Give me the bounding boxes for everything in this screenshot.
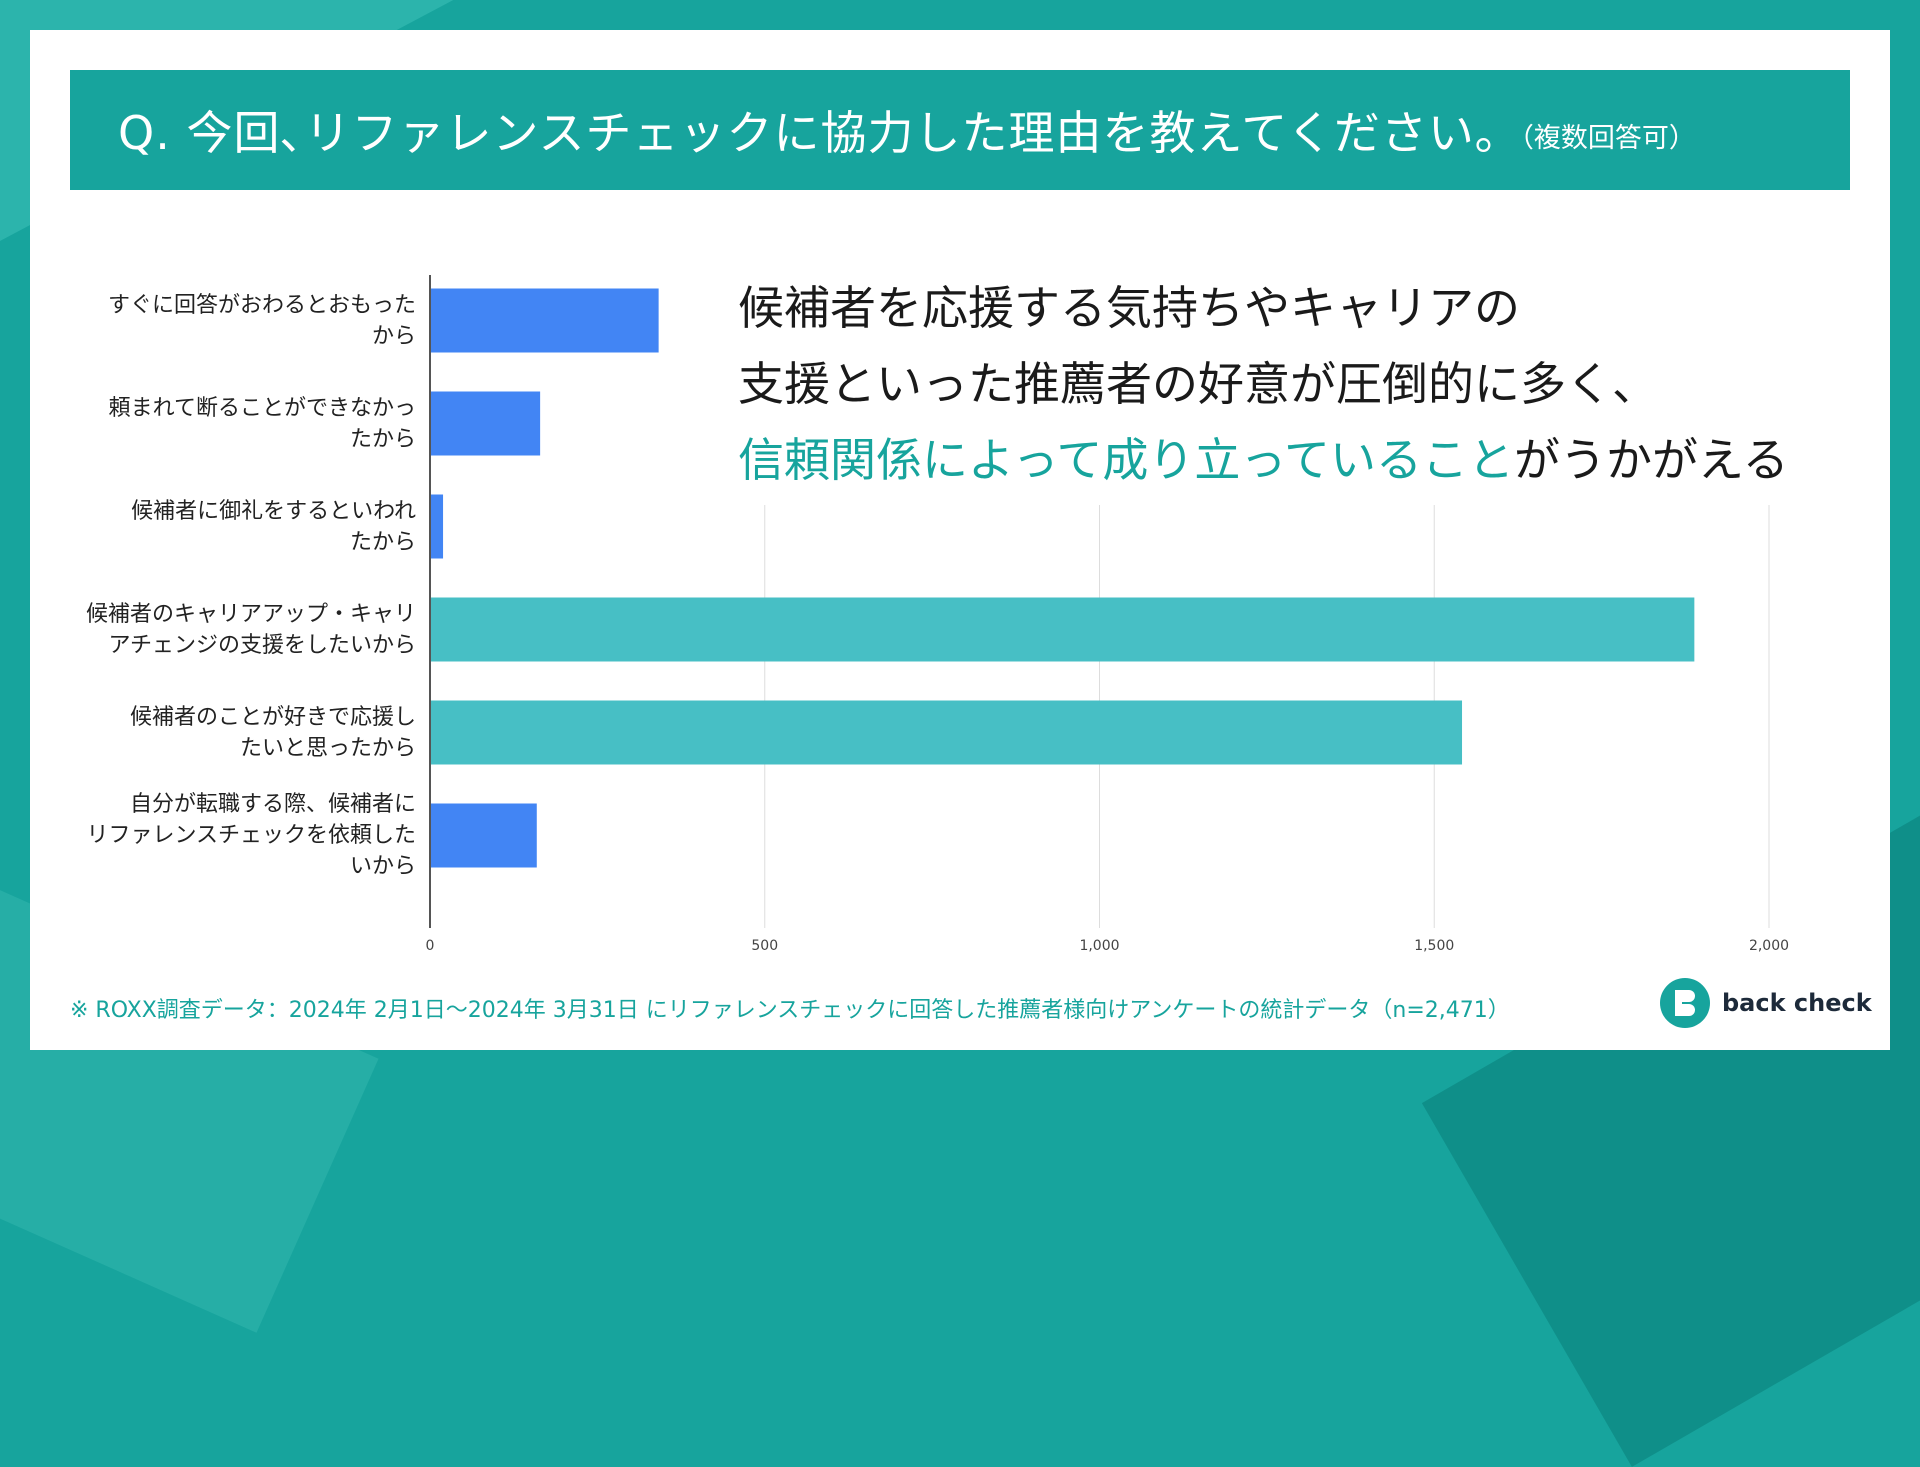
headline-line-1: 候補者を応援する気持ちやキャリアの xyxy=(738,281,1520,335)
x-tick-label: 2,000 xyxy=(1748,938,1790,954)
question-note: （複数回答可） xyxy=(1506,122,1696,154)
brand-logo: back check xyxy=(1660,978,1872,1028)
x-tick-label: 0 xyxy=(425,938,435,954)
category-label: 頼まれて断ることができなかっ たから xyxy=(108,395,416,452)
bar xyxy=(431,288,659,353)
slide-card: Q. 今回､リファレンスチェックに協力した理由を教えてください｡ （複数回答可）… xyxy=(30,30,1890,1050)
source-footnote: ※ ROXX調査データ：2024年 2月1日〜2024年 3月31日 にリファレ… xyxy=(70,998,1510,1023)
headline-highlight: 信頼関係によって成り立っていること xyxy=(738,433,1515,487)
bar-chart xyxy=(429,275,1770,928)
category-label: 候補者に御礼をするといわれ たから xyxy=(131,498,416,555)
bar xyxy=(431,391,541,456)
headline: 候補者を応援する気持ちやキャリアの 支援といった推薦者の好意が圧倒的に多く、 信… xyxy=(738,270,1888,498)
logo-text: back check xyxy=(1722,989,1872,1017)
back-check-logo-icon xyxy=(1660,978,1710,1028)
question-title: Q. 今回､リファレンスチェックに協力した理由を教えてください｡ xyxy=(118,106,1499,160)
category-label: すぐに回答がおわるとおもった から xyxy=(107,292,416,349)
bar xyxy=(431,803,537,868)
bar xyxy=(431,494,444,559)
headline-line-2: 支援といった推薦者の好意が圧倒的に多く、 xyxy=(738,357,1658,411)
title-bar: Q. 今回､リファレンスチェックに協力した理由を教えてください｡ （複数回答可） xyxy=(70,70,1850,190)
x-tick-label: 1,000 xyxy=(1079,938,1120,954)
bar xyxy=(431,700,1463,765)
headline-line-3-rest: がうかがえる xyxy=(1514,433,1789,487)
bar xyxy=(431,597,1695,662)
category-label: 候補者のことが好きで応援し たいと思ったから xyxy=(129,704,416,761)
category-label: 候補者のキャリアアップ・キャリ アチェンジの支援をしたいから xyxy=(85,601,416,658)
category-label: 自分が転職する際、候補者に リファレンスチェックを依頼した いから xyxy=(86,792,416,879)
x-tick-label: 1,500 xyxy=(1414,938,1455,954)
headline-line-3: 信頼関係によって成り立っていることがうかがえる xyxy=(738,422,1888,498)
x-tick-label: 500 xyxy=(751,938,779,954)
